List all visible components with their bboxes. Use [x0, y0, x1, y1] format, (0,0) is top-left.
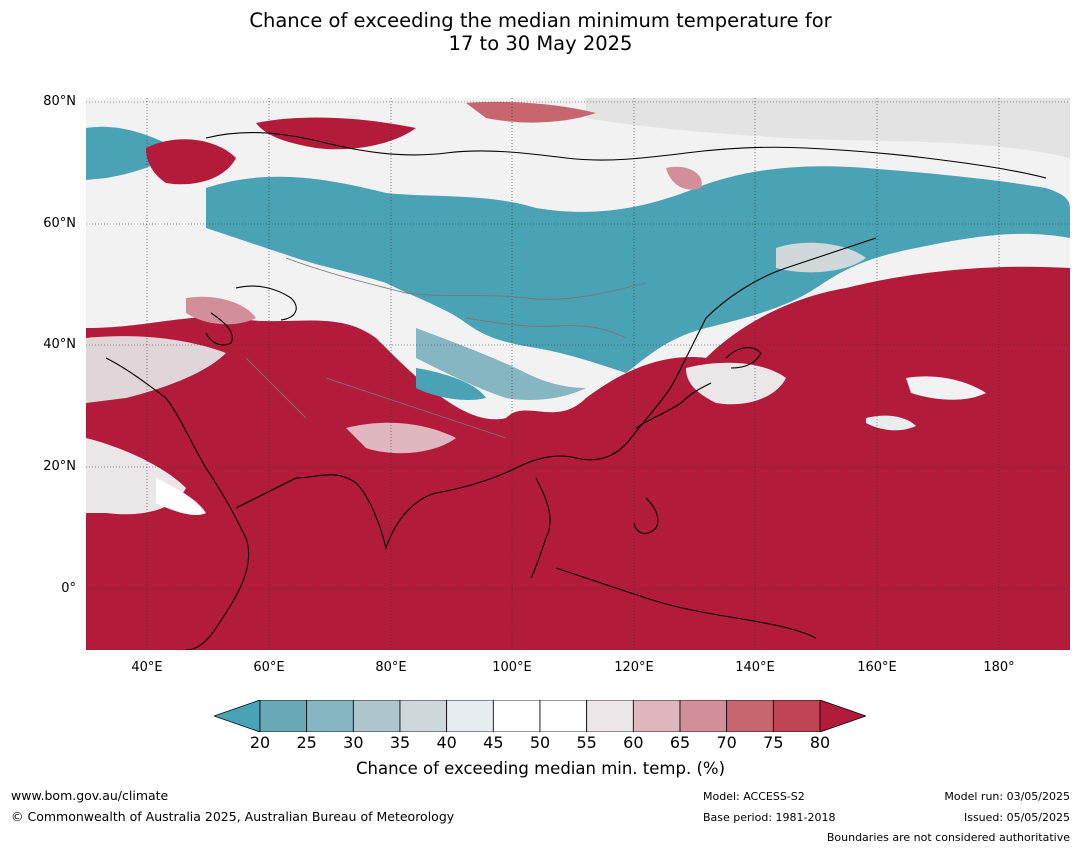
colorbar-tick-label: 30	[343, 733, 364, 752]
probability-map	[86, 98, 1070, 650]
neutral-zone-japan	[686, 362, 786, 405]
colorbar-tick-label: 35	[389, 733, 411, 752]
high-probability-patch-scandinavia	[146, 139, 236, 185]
colorbar-segment	[726, 699, 774, 733]
colorbar-tick-label: 50	[529, 733, 551, 752]
colorbar-tick-label: 65	[669, 733, 691, 752]
colorbar-tick-label: 45	[483, 733, 504, 752]
title-line-1: Chance of exceeding the median minimum t…	[249, 9, 832, 32]
footer-base-period: Base period: 1981-2018	[703, 811, 836, 824]
neutral-streak-red-sea	[156, 478, 206, 515]
moderate-zone-europe	[86, 336, 226, 403]
colorbar-segment	[586, 699, 634, 733]
lon-label-140e: 140°E	[735, 660, 775, 675]
colorbar-label: Chance of exceeding median min. temp. (%…	[355, 759, 726, 778]
lat-label-0: 0°	[61, 581, 76, 596]
graticule	[86, 98, 1070, 650]
lon-label-120e: 120°E	[614, 660, 654, 675]
colorbar-tick-label: 60	[623, 733, 644, 752]
colorbar-segment	[399, 699, 448, 733]
colorbar-graphic	[212, 699, 868, 733]
footer-model-run: Model run: 03/05/2025	[944, 790, 1070, 803]
footer-url[interactable]: www.bom.gov.au/climate	[11, 788, 169, 803]
neutral-patch-pacific-2	[866, 415, 916, 431]
colorbar-segment	[352, 699, 401, 733]
moderate-patch-siberia	[666, 166, 702, 190]
moderate-patch-tibet	[346, 422, 456, 454]
colorbar-segment	[679, 699, 728, 733]
lat-label-20n: 20°N	[43, 459, 76, 474]
low-probability-zone-northwest	[86, 126, 176, 180]
footer-issued: Issued: 05/05/2025	[963, 811, 1070, 824]
colorbar-segment	[772, 699, 821, 733]
colorbar-tick-label: 70	[716, 733, 737, 752]
moderate-patch-europe	[186, 296, 256, 325]
colorbar-segment	[446, 699, 494, 733]
colorbar-tick-label: 40	[436, 733, 457, 752]
colorbar-segment	[306, 699, 354, 733]
map-canvas	[86, 98, 1070, 650]
neutral-patch-okhotsk	[776, 242, 866, 273]
neutral-zone-arctic	[586, 98, 1070, 158]
country-borders	[245, 257, 647, 439]
footer-model: Model: ACCESS-S2	[703, 790, 805, 803]
lon-label-40e: 40°E	[131, 660, 163, 675]
colorbar-tick-label: 20	[249, 733, 271, 752]
title-line-2: 17 to 30 May 2025	[448, 32, 633, 55]
low-probability-zone-siberia	[206, 166, 1070, 373]
neutral-patch-pacific-1	[906, 376, 986, 400]
lon-label-180: 180°	[983, 660, 1015, 675]
colorbar-segment	[539, 699, 588, 733]
colorbar-extend-low	[212, 699, 261, 733]
lat-label-80n: 80°N	[43, 94, 76, 109]
lat-label-60n: 60°N	[43, 216, 76, 231]
lon-label-80e: 80°E	[375, 660, 407, 675]
high-probability-patch-kara	[466, 101, 596, 123]
colorbar-tick-label: 25	[296, 733, 317, 752]
colorbar-segment	[492, 699, 541, 733]
colorbar-tick-label: 80	[809, 733, 831, 752]
coastlines	[105, 132, 1047, 650]
map-title: Chance of exceeding the median minimum t…	[0, 9, 1081, 55]
transition-zone-central-asia	[416, 328, 586, 400]
lon-label-160e: 160°E	[857, 660, 897, 675]
footer-boundaries-note: Boundaries are not considered authoritat…	[826, 831, 1070, 844]
footer-copyright: © Commonwealth of Australia 2025, Austra…	[11, 809, 455, 824]
lat-label-40n: 40°N	[43, 337, 76, 352]
colorbar	[212, 699, 868, 733]
colorbar-extend-high	[819, 699, 868, 733]
colorbar-segment	[632, 699, 681, 733]
lon-label-100e: 100°E	[492, 660, 532, 675]
colorbar-tick-label: 75	[763, 733, 784, 752]
low-probability-patch-tarim	[416, 368, 486, 400]
colorbar-segment	[259, 699, 308, 733]
high-probability-patch-barents	[256, 117, 416, 150]
lon-label-60e: 60°E	[253, 660, 285, 675]
colorbar-tick-label: 55	[576, 733, 597, 752]
